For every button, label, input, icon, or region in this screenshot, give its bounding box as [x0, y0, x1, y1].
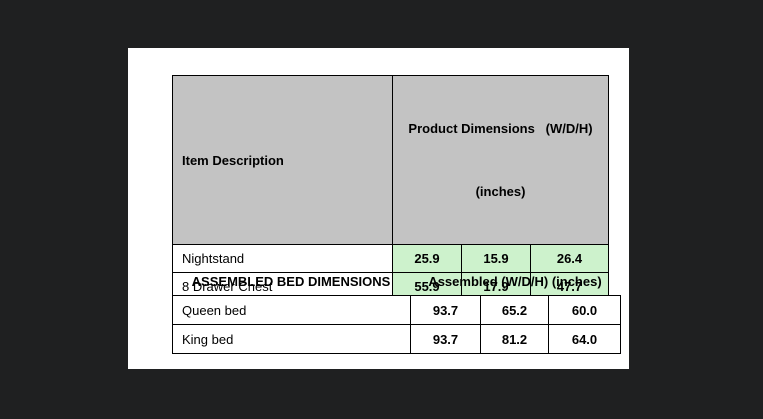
assembled-wdh-inches-label: Assembled (W/D/H) (inches) — [428, 274, 602, 289]
width-value-cell: 93.7 — [410, 324, 481, 354]
assembled-bed-dimensions-label: ASSEMBLED BED DIMENSIONS — [191, 274, 391, 289]
table-header-row: Item Description Product Dimensions (W/D… — [172, 75, 610, 245]
depth-value-cell: 15.9 — [461, 244, 531, 273]
assembled-bed-captions: ASSEMBLED BED DIMENSIONS Assembled (W/D/… — [172, 271, 620, 293]
depth-value-cell: 65.2 — [480, 295, 549, 325]
assembled-bed-table: Queen bed 93.7 65.2 60.0 King bed 93.7 8… — [172, 295, 621, 354]
height-value-cell: 60.0 — [548, 295, 621, 325]
width-value-cell: 93.7 — [410, 295, 481, 325]
document-page: Item Description Product Dimensions (W/D… — [128, 48, 629, 369]
item-name-cell: Nightstand — [172, 244, 393, 273]
table-row: Nightstand 25.9 15.9 26.4 — [172, 244, 610, 273]
table-row: King bed 93.7 81.2 64.0 — [172, 324, 621, 354]
depth-value-cell: 81.2 — [480, 324, 549, 354]
width-value-cell: 25.9 — [392, 244, 462, 273]
product-dimensions-header-line2: (inches) — [475, 184, 526, 199]
bed-name-cell: King bed — [172, 324, 411, 354]
table-row: Queen bed 93.7 65.2 60.0 — [172, 295, 621, 325]
product-dimensions-header-line1: Product Dimensions (W/D/H) — [408, 121, 593, 136]
item-description-header: Item Description — [172, 75, 393, 245]
bed-name-cell: Queen bed — [172, 295, 411, 325]
product-dimensions-header: Product Dimensions (W/D/H) (inches) — [391, 75, 610, 245]
height-value-cell: 26.4 — [529, 244, 610, 273]
height-value-cell: 64.0 — [548, 324, 621, 354]
